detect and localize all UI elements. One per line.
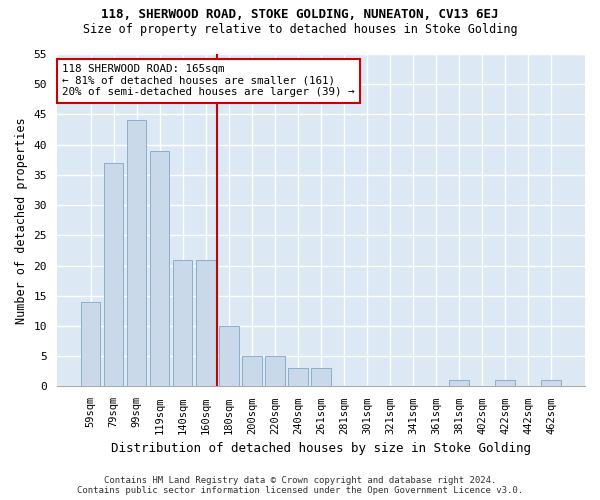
Bar bbox=[242, 356, 262, 386]
Text: Contains HM Land Registry data © Crown copyright and database right 2024.
Contai: Contains HM Land Registry data © Crown c… bbox=[77, 476, 523, 495]
X-axis label: Distribution of detached houses by size in Stoke Golding: Distribution of detached houses by size … bbox=[111, 442, 531, 455]
Text: Size of property relative to detached houses in Stoke Golding: Size of property relative to detached ho… bbox=[83, 22, 517, 36]
Bar bbox=[541, 380, 561, 386]
Bar bbox=[81, 302, 100, 386]
Bar bbox=[150, 150, 169, 386]
Bar bbox=[496, 380, 515, 386]
Bar bbox=[127, 120, 146, 386]
Bar bbox=[104, 163, 124, 386]
Y-axis label: Number of detached properties: Number of detached properties bbox=[15, 117, 28, 324]
Bar bbox=[449, 380, 469, 386]
Bar bbox=[288, 368, 308, 386]
Bar bbox=[219, 326, 239, 386]
Text: 118, SHERWOOD ROAD, STOKE GOLDING, NUNEATON, CV13 6EJ: 118, SHERWOOD ROAD, STOKE GOLDING, NUNEA… bbox=[101, 8, 499, 20]
Bar bbox=[173, 260, 193, 386]
Bar bbox=[311, 368, 331, 386]
Bar bbox=[196, 260, 215, 386]
Text: 118 SHERWOOD ROAD: 165sqm
← 81% of detached houses are smaller (161)
20% of semi: 118 SHERWOOD ROAD: 165sqm ← 81% of detac… bbox=[62, 64, 355, 97]
Bar bbox=[265, 356, 284, 386]
